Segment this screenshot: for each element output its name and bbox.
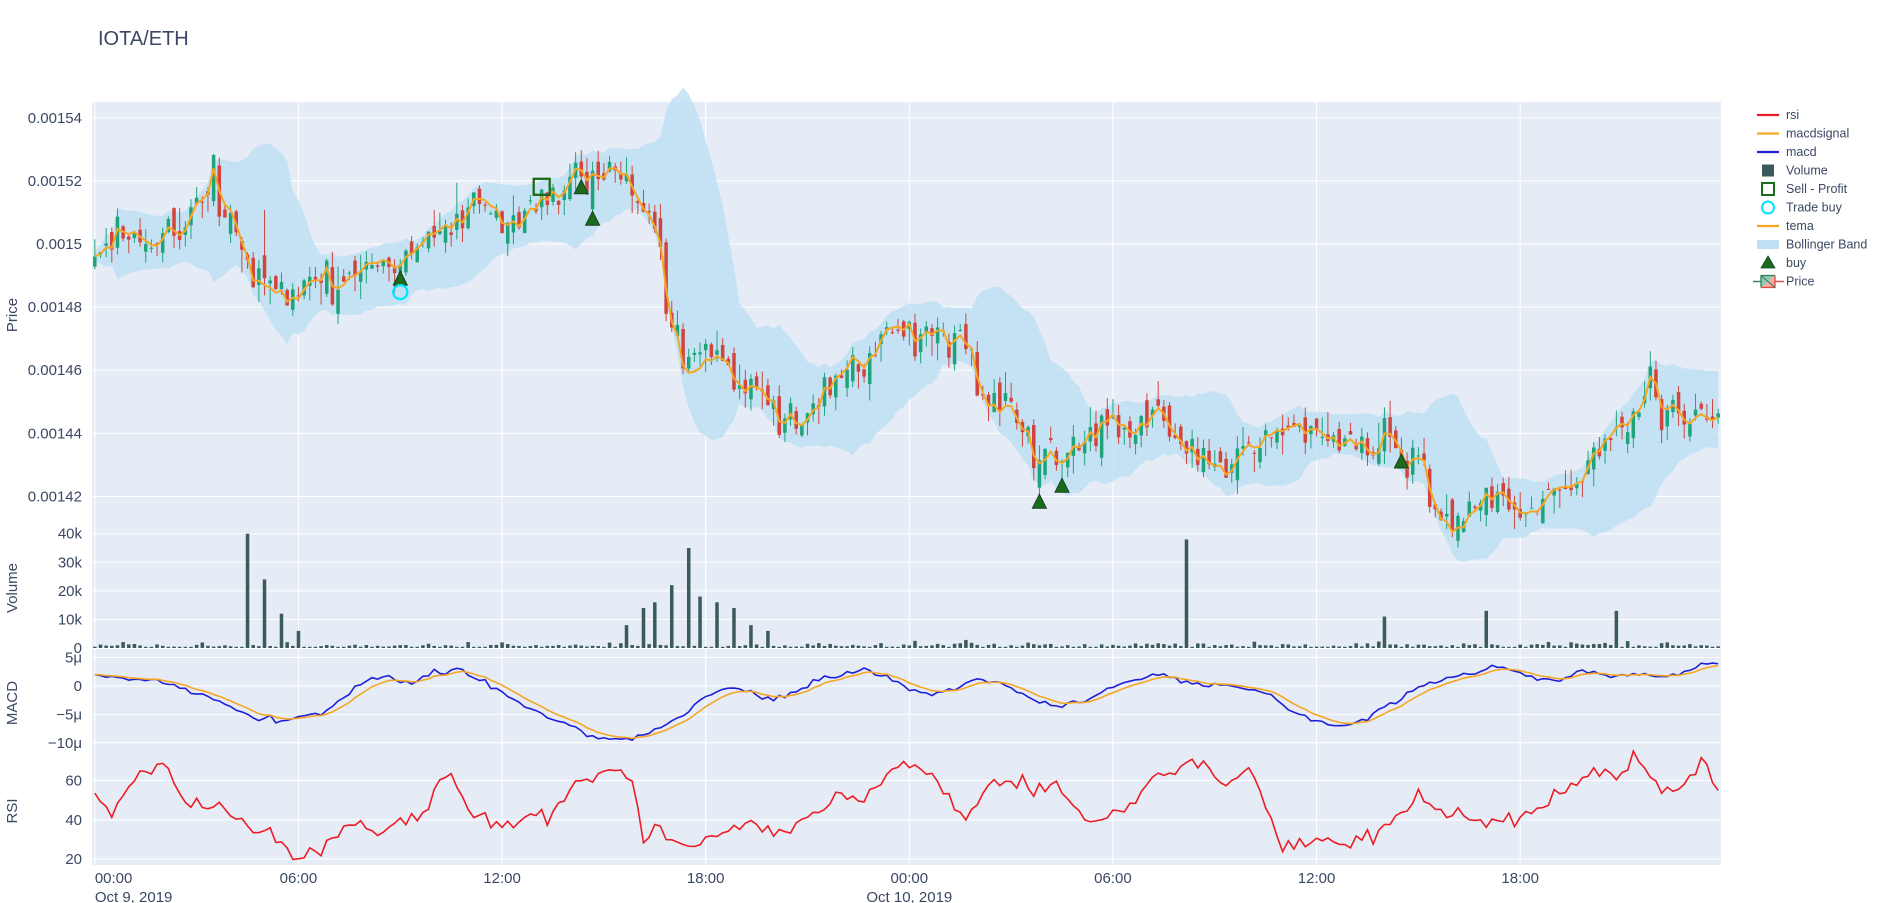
svg-text:40k: 40k (58, 526, 83, 543)
svg-text:Oct 10, 2019: Oct 10, 2019 (866, 889, 952, 903)
svg-text:00:00: 00:00 (891, 870, 929, 887)
svg-text:Bollinger Band: Bollinger Band (1786, 238, 1867, 252)
svg-text:18:00: 18:00 (1501, 870, 1539, 887)
svg-text:tema: tema (1786, 219, 1814, 233)
svg-text:macdsignal: macdsignal (1786, 127, 1849, 141)
svg-text:Trade buy: Trade buy (1786, 201, 1843, 215)
svg-text:06:00: 06:00 (280, 870, 318, 887)
svg-text:0: 0 (74, 678, 82, 695)
svg-text:30k: 30k (58, 554, 83, 571)
svg-text:12:00: 12:00 (1298, 870, 1336, 887)
svg-text:RSI: RSI (4, 798, 21, 823)
svg-text:Volume: Volume (1786, 164, 1828, 178)
svg-text:0.00154: 0.00154 (28, 110, 82, 127)
svg-text:20: 20 (65, 851, 82, 868)
svg-text:0.00144: 0.00144 (28, 425, 82, 442)
svg-text:Volume: Volume (4, 563, 21, 613)
svg-text:0.00146: 0.00146 (28, 362, 82, 379)
svg-text:18:00: 18:00 (687, 870, 725, 887)
svg-text:5μ: 5μ (65, 650, 82, 667)
svg-text:0.00148: 0.00148 (28, 299, 82, 316)
svg-text:10k: 10k (58, 611, 83, 628)
svg-text:06:00: 06:00 (1094, 870, 1132, 887)
svg-text:macd: macd (1786, 145, 1817, 159)
svg-text:00:00: 00:00 (95, 870, 133, 887)
svg-text:0.00142: 0.00142 (28, 488, 82, 505)
svg-text:buy: buy (1786, 256, 1807, 270)
svg-text:0.00152: 0.00152 (28, 173, 82, 190)
svg-text:Price: Price (1786, 275, 1815, 289)
svg-text:rsi: rsi (1786, 108, 1799, 122)
svg-text:20k: 20k (58, 583, 83, 600)
svg-text:60: 60 (65, 773, 82, 790)
svg-text:40: 40 (65, 812, 82, 829)
svg-text:Oct 9, 2019: Oct 9, 2019 (95, 889, 173, 903)
svg-text:−5μ: −5μ (56, 706, 82, 723)
svg-text:Price: Price (4, 298, 21, 332)
svg-text:12:00: 12:00 (483, 870, 521, 887)
svg-text:0.0015: 0.0015 (36, 236, 82, 253)
svg-text:Sell - Profit: Sell - Profit (1786, 182, 1848, 196)
svg-text:MACD: MACD (4, 681, 21, 725)
svg-text:−10μ: −10μ (48, 735, 82, 752)
